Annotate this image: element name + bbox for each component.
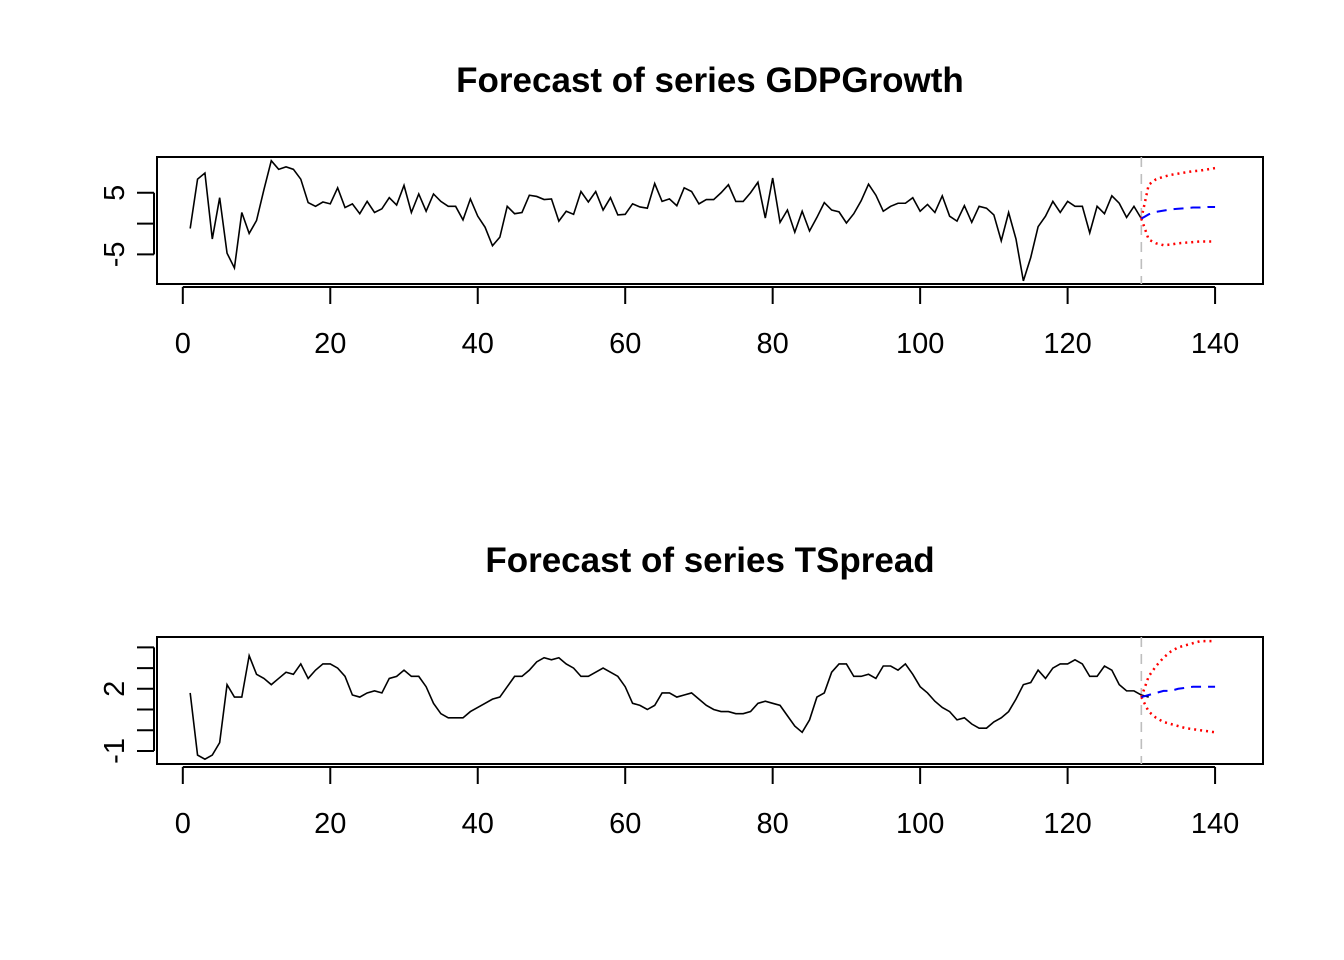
x-tick-label: 100 <box>896 328 944 360</box>
x-tick-label: 80 <box>757 328 789 360</box>
x-tick-label: 60 <box>609 808 641 840</box>
y-tick-label: 5 <box>99 185 131 201</box>
x-tick-label: 40 <box>462 328 494 360</box>
x-tick-label: 40 <box>462 808 494 840</box>
x-tick-label: 0 <box>175 328 191 360</box>
panel-tspread: Forecast of series TSpread 0 20 40 60 80 100 1… <box>99 541 1264 840</box>
panel-gdpgrowth: Forecast of series GDPGrowth 0 20 40 60 80 10… <box>99 61 1264 360</box>
x-tick-label: 140 <box>1191 808 1239 840</box>
y-tick-label: -1 <box>99 738 131 764</box>
x-tick-label: 60 <box>609 328 641 360</box>
x-tick-label: 120 <box>1043 328 1091 360</box>
forecast-series-line <box>1140 205 1216 220</box>
y-axis: -5 5 <box>99 185 155 268</box>
y-tick-label: -5 <box>99 242 131 268</box>
x-axis: 0 20 40 60 80 100 120 140 <box>175 286 1239 360</box>
x-tick-label: 100 <box>896 808 944 840</box>
history-series-line <box>189 652 1149 761</box>
x-tick-label: 120 <box>1043 808 1091 840</box>
chart-title: Forecast of series GDPGrowth <box>456 61 964 100</box>
x-tick-label: 80 <box>757 808 789 840</box>
plot-frame <box>156 156 1264 285</box>
lower-interval-line <box>1140 696 1216 734</box>
x-tick-label: 140 <box>1191 328 1239 360</box>
x-tick-label: 20 <box>314 328 346 360</box>
upper-interval-line <box>1140 639 1216 698</box>
plot-frame <box>156 636 1264 765</box>
lower-interval-line <box>1140 218 1216 247</box>
chart-title: Forecast of series TSpread <box>485 541 934 580</box>
upper-interval-line <box>1140 166 1216 219</box>
y-axis: -1 2 <box>99 646 155 764</box>
forecast-series-line <box>1141 685 1216 699</box>
y-tick-label: 2 <box>99 681 131 697</box>
x-tick-label: 0 <box>175 808 191 840</box>
x-axis: 0 20 40 60 80 100 120 140 <box>175 766 1239 840</box>
history-series-line <box>189 159 1143 282</box>
x-tick-label: 20 <box>314 808 346 840</box>
